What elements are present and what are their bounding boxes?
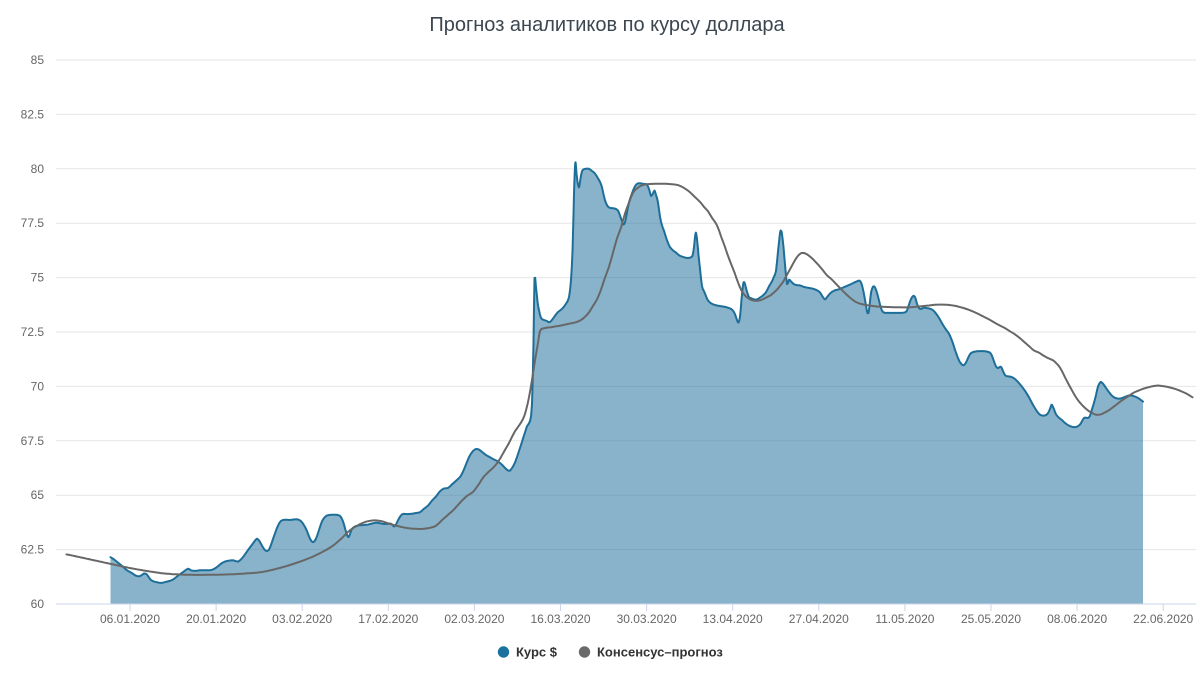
svg-text:27.04.2020: 27.04.2020 bbox=[789, 612, 849, 626]
svg-text:67.5: 67.5 bbox=[21, 434, 45, 448]
svg-text:17.02.2020: 17.02.2020 bbox=[358, 612, 418, 626]
svg-text:62.5: 62.5 bbox=[21, 543, 45, 557]
svg-text:30.03.2020: 30.03.2020 bbox=[617, 612, 677, 626]
svg-text:Консенсус–прогноз: Консенсус–прогноз bbox=[597, 645, 723, 660]
svg-text:82.5: 82.5 bbox=[21, 107, 45, 121]
svg-text:22.06.2020: 22.06.2020 bbox=[1133, 612, 1193, 626]
svg-text:Курс $: Курс $ bbox=[516, 645, 558, 660]
svg-text:70: 70 bbox=[31, 379, 45, 393]
svg-text:25.05.2020: 25.05.2020 bbox=[961, 612, 1021, 626]
svg-text:03.02.2020: 03.02.2020 bbox=[272, 612, 332, 626]
svg-text:06.01.2020: 06.01.2020 bbox=[100, 612, 160, 626]
svg-text:08.06.2020: 08.06.2020 bbox=[1047, 612, 1107, 626]
svg-text:72.5: 72.5 bbox=[21, 325, 45, 339]
svg-text:65: 65 bbox=[31, 488, 45, 502]
svg-text:13.04.2020: 13.04.2020 bbox=[703, 612, 763, 626]
svg-text:16.03.2020: 16.03.2020 bbox=[530, 612, 590, 626]
svg-text:60: 60 bbox=[31, 597, 45, 611]
svg-text:75: 75 bbox=[31, 271, 45, 285]
svg-text:80: 80 bbox=[31, 162, 45, 176]
svg-text:Прогноз аналитиков по курсу до: Прогноз аналитиков по курсу доллара bbox=[429, 14, 785, 36]
svg-text:77.5: 77.5 bbox=[21, 216, 45, 230]
svg-text:85: 85 bbox=[31, 53, 45, 67]
svg-text:11.05.2020: 11.05.2020 bbox=[875, 612, 934, 626]
svg-text:02.03.2020: 02.03.2020 bbox=[444, 612, 504, 626]
svg-text:20.01.2020: 20.01.2020 bbox=[186, 612, 246, 626]
